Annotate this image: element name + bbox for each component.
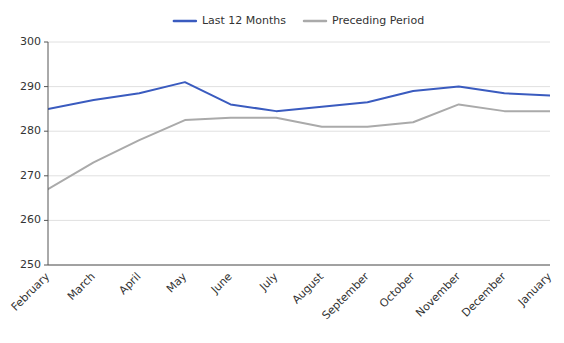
grid-line (48, 131, 550, 132)
x-tick-label: May (164, 270, 190, 296)
grid-line (48, 220, 550, 221)
y-tick (44, 131, 48, 132)
x-tick-label: October (377, 270, 418, 311)
chart: 250 260 270 280 290 300 February March April May J… (0, 0, 564, 343)
legend-label: Last 12 Months (202, 14, 286, 27)
legend-label: Preceding Period (332, 14, 424, 27)
grid-line (48, 86, 550, 87)
y-tick (44, 86, 48, 87)
x-tick-label: August (290, 270, 327, 307)
y-tick-label: 280 (20, 124, 41, 137)
y-tick (44, 220, 48, 221)
x-tick-label: April (117, 270, 144, 297)
y-tick (44, 265, 48, 266)
series-lines (48, 82, 550, 189)
axes: 250 260 270 280 290 300 February March April May J… (9, 35, 555, 322)
grid-line (48, 265, 550, 266)
grid (48, 42, 550, 265)
y-axis-line (48, 42, 49, 265)
y-tick-label: 270 (20, 169, 41, 182)
series-line (48, 104, 550, 189)
x-tick-label: November (413, 270, 463, 320)
x-tick-label: January (515, 270, 555, 310)
legend-swatch (174, 20, 196, 23)
grid-line (48, 42, 550, 43)
x-tick-label: December (459, 270, 509, 320)
x-tick-label: July (257, 270, 281, 294)
y-tick-label: 300 (20, 35, 41, 48)
y-tick-label: 290 (20, 80, 41, 93)
chart-container: 250 260 270 280 290 300 February March April May J… (0, 0, 564, 343)
y-tick-label: 250 (20, 258, 41, 271)
x-tick-label: March (65, 270, 98, 303)
x-tick-label: June (208, 270, 235, 297)
y-tick-label: 260 (20, 213, 41, 226)
legend: Last 12 Months Preceding Period (174, 14, 424, 27)
y-tick (44, 175, 48, 176)
y-tick (44, 42, 48, 43)
x-axis-line (48, 265, 550, 266)
x-tick-label: February (9, 270, 53, 314)
x-tick-label: September (320, 270, 373, 323)
grid-line (48, 175, 550, 176)
legend-swatch (304, 20, 326, 23)
